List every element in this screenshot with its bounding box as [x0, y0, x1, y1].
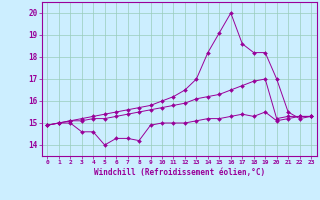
X-axis label: Windchill (Refroidissement éolien,°C): Windchill (Refroidissement éolien,°C)	[94, 168, 265, 177]
